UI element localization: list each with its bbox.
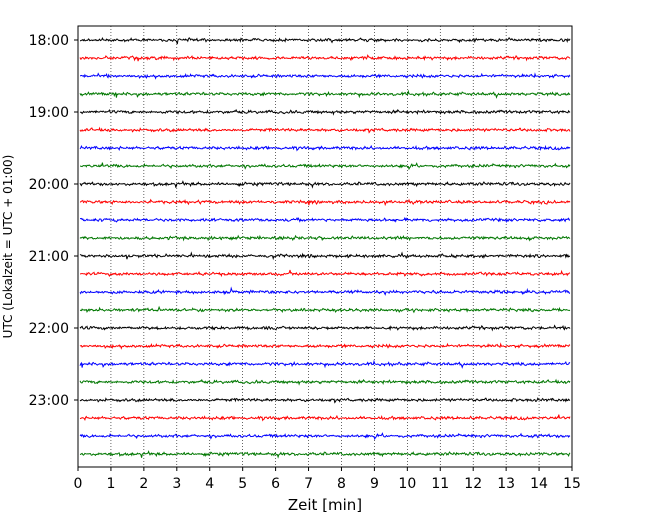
x-tick-label: 1 [106,476,115,492]
x-tick-label: 15 [563,476,581,492]
seismic-traces [79,36,571,459]
seismic-trace [79,378,571,386]
y-tick-label: 21:00 [29,249,69,265]
x-tick-label: 12 [464,476,482,492]
y-tick-label: 19:00 [29,105,69,121]
seismic-trace [79,108,571,116]
seismic-trace [79,89,571,99]
x-tick-label: 6 [271,476,280,492]
x-tick-label: 11 [431,476,449,492]
x-tick-label: 5 [238,476,247,492]
seismic-trace [79,54,571,62]
seismic-trace [80,36,571,45]
seismic-trace [79,180,571,189]
x-tick-label: 14 [530,476,548,492]
seismic-trace [79,234,571,242]
seismic-trace [79,324,571,332]
seismic-trace [79,432,571,441]
seismic-trace [79,126,571,134]
x-tick-label: 13 [497,476,515,492]
plot-frame [77,25,573,468]
x-tick-label: 7 [304,476,313,492]
seismic-trace [79,414,571,422]
seismic-trace [79,342,571,350]
y-tick-label: 22:00 [29,321,69,337]
seismic-trace [79,286,571,296]
seismic-trace [79,144,571,152]
x-tick-label: 10 [398,476,416,492]
x-tick-label: 2 [139,476,148,492]
seismic-trace [79,305,571,314]
seismic-trace [79,198,571,207]
seismic-trace [79,397,571,404]
x-tick-label: 0 [74,476,83,492]
seismic-trace [79,251,570,261]
seismic-trace [80,216,571,224]
x-axis-ticks: 0 1 2 3 4 5 6 7 8 9 10 11 12 13 14 15 [74,467,581,492]
seismic-trace [79,450,571,459]
seismic-trace [80,72,571,80]
y-axis-ticks: 18:00 19:00 20:00 21:00 22:00 23:00 [29,33,78,409]
x-tick-label: 9 [370,476,379,492]
y-tick-label: 23:00 [29,393,69,409]
seismic-trace [80,162,571,171]
seismic-trace [79,359,571,369]
seismic-trace [80,269,571,278]
x-tick-label: 4 [205,476,214,492]
x-tick-label: 8 [337,476,346,492]
x-tick-label: 3 [172,476,181,492]
y-axis-label: UTC (Lokalzeit = UTC + 01:00) [1,155,15,339]
y-tick-label: 18:00 [29,33,69,49]
y-tick-label: 20:00 [29,177,69,193]
x-axis-label: Zeit [min] [288,496,362,514]
